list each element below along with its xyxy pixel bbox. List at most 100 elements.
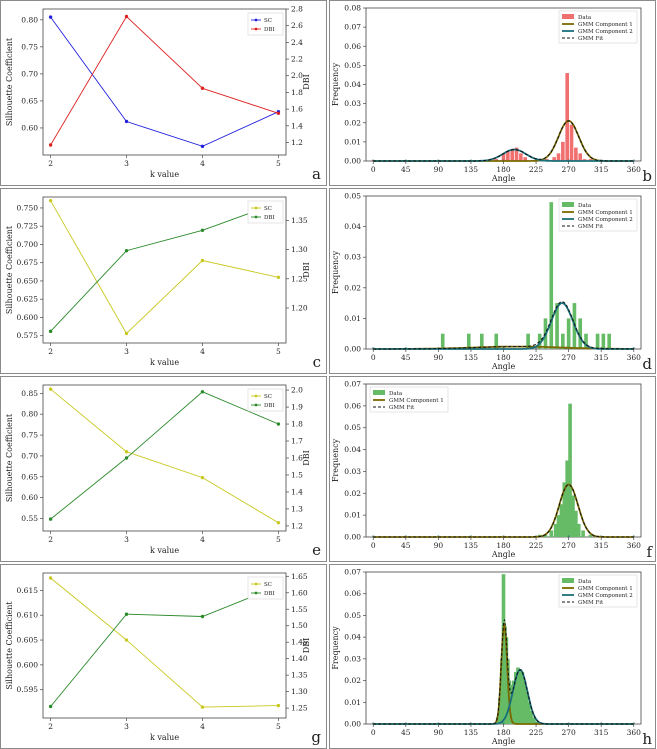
y-tick-label: 0.650: [17, 276, 39, 285]
y-tick-label: 0.03: [344, 99, 361, 108]
y-tick-label: 0.605: [17, 636, 39, 645]
legend-label: DBI: [264, 27, 275, 33]
histogram-bar: [562, 482, 567, 537]
x-tick-label: 3: [124, 159, 129, 168]
y-tick-label: 0.05: [344, 192, 361, 201]
histogram-bar: [514, 147, 519, 161]
histogram-bar: [524, 691, 529, 724]
y2-tick-label: 2.8: [291, 5, 303, 14]
y-axis-label: Silhouette Coefficient: [5, 37, 14, 126]
x-tick-label: 2: [48, 535, 53, 544]
histogram-bar: [498, 697, 502, 724]
y-tick-label: 0.60: [21, 123, 38, 132]
legend-label: GMM Fit: [578, 600, 604, 606]
panel-b: 0 45 90 135 180 225 270 315 360 0.00 0.01 0.02 0.03 0…: [329, 0, 656, 186]
x-tick-label: 135: [464, 165, 479, 174]
y-tick-label: 0.00: [344, 345, 361, 354]
y2-tick-label: 1.25: [291, 274, 308, 283]
y-tick-label: 0.07: [344, 23, 361, 32]
x-tick-label: 0: [371, 353, 376, 362]
y-tick-label: 0.700: [17, 240, 39, 249]
histogram-bar: [574, 147, 578, 161]
gmm-component-2-curve: [373, 302, 634, 350]
histogram-bar: [522, 680, 527, 724]
x-tick-label: 180: [496, 541, 511, 550]
x-tick-label: 4: [200, 347, 205, 356]
chart-b: 0 45 90 135 180 225 270 315 360 0.00 0.01 0.02 0.03 0…: [331, 4, 652, 186]
series-point-sc: [48, 15, 53, 19]
histogram-bar: [518, 669, 522, 724]
y-tick-label: 0.04: [344, 445, 361, 454]
y2-axis-label: DBI: [302, 638, 311, 653]
y-tick-label: 0.00: [344, 533, 361, 542]
legend-label: GMM Component 1: [389, 398, 444, 404]
y-tick-label: 0.85: [21, 389, 38, 398]
series-point-dbi: [124, 249, 129, 253]
y2-tick-label: 1.35: [291, 216, 308, 225]
gmm-fit-curve: [373, 483, 634, 538]
series-point-sc: [48, 387, 53, 391]
histogram-bar: [494, 333, 499, 349]
x-tick-label: 270: [561, 353, 576, 362]
x-tick-label: 5: [276, 159, 281, 168]
baseline-marker: [502, 722, 505, 725]
y-tick-label: 0.625: [17, 295, 39, 304]
histogram-bar: [510, 149, 514, 161]
y2-tick-label: 2.0: [291, 71, 303, 80]
y2-axis-label: DBI: [302, 74, 311, 89]
panel-letter: g: [311, 728, 321, 746]
chart-d: 0 45 90 135 180 225 270 315 360 0.00 0.01 0.02 0.03 0…: [331, 192, 652, 374]
histogram-bar: [561, 333, 565, 349]
y-tick-label: 0.06: [344, 42, 361, 51]
y2-tick-label: 1.8: [291, 88, 303, 97]
y2-tick-label: 1.45: [291, 638, 308, 647]
panel-a: 2 3 4 5 0.60 0.65 0.70 0.75 0.80 1.2 1.4 1.6 1.8 2.0 2…: [0, 0, 327, 186]
series-point-dbi: [124, 14, 129, 19]
histogram-bar: [568, 403, 572, 537]
y-tick-label: 0.02: [344, 283, 361, 292]
histogram-bar: [440, 333, 445, 349]
histogram-bar: [588, 534, 593, 537]
panel-letter: d: [642, 355, 652, 373]
y-tick-label: 0.675: [17, 258, 39, 267]
series-point-dbi: [200, 390, 205, 394]
legend-label: Data: [578, 15, 592, 21]
baseline-marker: [567, 535, 570, 538]
x-axis-label: k value: [150, 546, 179, 555]
series-line-sc: [50, 577, 279, 708]
plot-frame: [42, 572, 287, 719]
y-tick-label: 0.00: [344, 157, 361, 166]
y-tick-label: 0.04: [344, 222, 361, 231]
histogram-bar: [576, 523, 581, 537]
series-point-sc: [48, 576, 53, 580]
x-axis-label: Angle: [491, 737, 516, 746]
y2-tick-label: 1.9: [291, 403, 303, 412]
x-tick-label: 45: [401, 728, 411, 737]
x-tick-label: 225: [529, 728, 544, 737]
legend-swatch-data: [562, 14, 574, 19]
y-tick-label: 0.60: [21, 493, 38, 502]
x-tick-label: 45: [401, 165, 411, 174]
y2-tick-label: 2.6: [291, 21, 303, 30]
x-tick-label: 360: [627, 541, 642, 550]
panel-letter: h: [642, 730, 652, 748]
legend-label: GMM Component 1: [578, 210, 633, 216]
y-axis-label: Frequency: [331, 62, 340, 106]
gmm-component-2-curve: [373, 668, 634, 725]
legend-label: GMM Fit: [389, 405, 415, 411]
series-point-dbi: [48, 704, 53, 709]
panel-f: 0 45 90 135 180 225 270 315 360 0.00 0.01 0.02 0.03 0…: [329, 376, 656, 562]
histogram-bar: [526, 333, 530, 349]
y2-tick-label: 1.8: [291, 420, 303, 429]
histogram-bar: [574, 510, 578, 537]
y-tick-label: 0.05: [344, 423, 361, 432]
histogram-bar: [513, 671, 518, 724]
histogram-bar: [506, 151, 510, 161]
x-tick-label: 4: [200, 535, 205, 544]
x-tick-label: 0: [371, 728, 376, 737]
x-axis-label: Angle: [491, 174, 516, 183]
series-point-sc: [124, 331, 129, 336]
legend-marker: [254, 394, 258, 398]
histogram-bar: [595, 333, 600, 349]
legend-label: SC: [264, 394, 272, 400]
